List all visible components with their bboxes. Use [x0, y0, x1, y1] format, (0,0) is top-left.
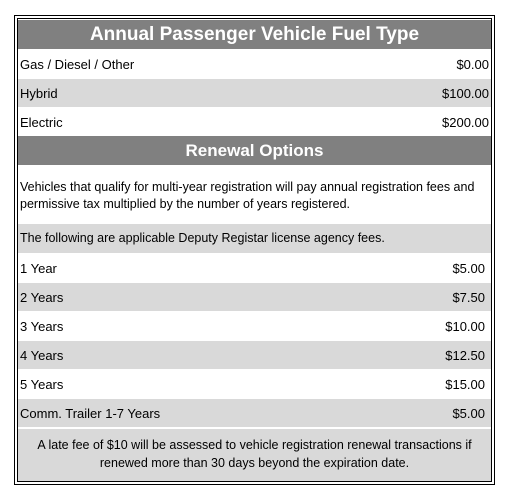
renewal-row-value: $12.50	[445, 348, 485, 363]
fuel-row-gas: Gas / Diesel / Other $0.00	[18, 49, 491, 78]
fee-table-frame: Annual Passenger Vehicle Fuel Type Gas /…	[14, 15, 495, 485]
renewal-row-label: 5 Years	[20, 377, 64, 392]
renewal-row-label: Comm. Trailer 1-7 Years	[20, 406, 161, 421]
renewal-row-value: $5.00	[452, 406, 485, 421]
fuel-row-value: $100.00	[442, 86, 489, 101]
deputy-note-row: The following are applicable Deputy Regi…	[18, 224, 491, 253]
renewal-row-value: $10.00	[445, 319, 485, 334]
late-fee-row: A late fee of $10 will be assessed to ve…	[18, 429, 491, 481]
multi-year-intro: Vehicles that qualify for multi-year reg…	[20, 180, 475, 211]
renewal-row: 3 Years $10.00	[18, 311, 491, 340]
renewal-options-title: Renewal Options	[18, 136, 491, 165]
deputy-note: The following are applicable Deputy Regi…	[20, 231, 385, 245]
fuel-row-label: Gas / Diesel / Other	[20, 57, 135, 72]
fuel-row-label: Electric	[20, 115, 63, 130]
renewal-row-value: $15.00	[445, 377, 485, 392]
renewal-row-value: $7.50	[452, 290, 485, 305]
fuel-row-label: Hybrid	[20, 86, 58, 101]
renewal-row-label: 1 Year	[20, 261, 57, 276]
renewal-row: 5 Years $15.00	[18, 369, 491, 398]
renewal-row-value: $5.00	[452, 261, 485, 276]
renewal-row: 2 Years $7.50	[18, 282, 491, 311]
renewal-row: Comm. Trailer 1-7 Years $5.00	[18, 398, 491, 427]
renewal-row-label: 2 Years	[20, 290, 64, 305]
fee-table: Annual Passenger Vehicle Fuel Type Gas /…	[17, 18, 492, 482]
renewal-row: 4 Years $12.50	[18, 340, 491, 369]
renewal-row: 1 Year $5.00	[18, 253, 491, 282]
fuel-row-value: $200.00	[442, 115, 489, 130]
fuel-row-hybrid: Hybrid $100.00	[18, 78, 491, 107]
fuel-row-value: $0.00	[456, 57, 489, 72]
fuel-type-title: Annual Passenger Vehicle Fuel Type	[18, 20, 491, 49]
renewal-row-label: 4 Years	[20, 348, 64, 363]
fuel-row-electric: Electric $200.00	[18, 107, 491, 136]
renewal-row-label: 3 Years	[20, 319, 64, 334]
late-fee-note: A late fee of $10 will be assessed to ve…	[37, 438, 472, 470]
